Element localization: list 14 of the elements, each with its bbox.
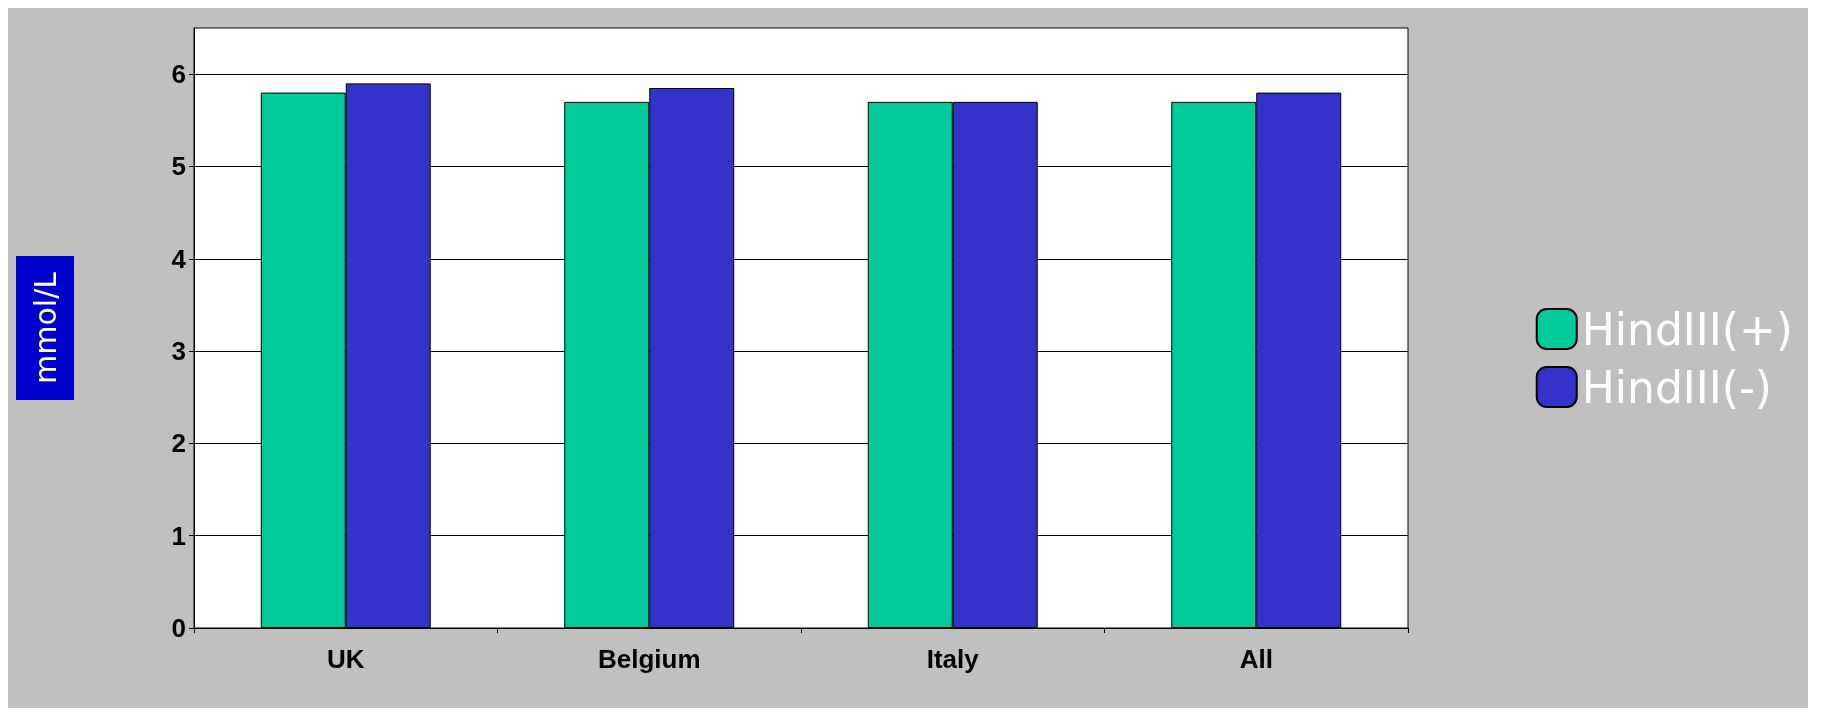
legend-label: HindIII(-): [1581, 361, 1773, 413]
y-axis-title: mmol/L: [27, 271, 63, 384]
y-tick-label: 4: [171, 243, 187, 274]
y-tick-label: 1: [171, 520, 186, 551]
legend-label: HindIII(+): [1581, 303, 1794, 355]
x-tick-label: Italy: [926, 644, 980, 674]
y-tick-label: 3: [171, 336, 186, 367]
x-tick-label: UK: [326, 644, 365, 674]
y-tick-label: 6: [171, 59, 186, 90]
x-tick-label: Belgium: [597, 644, 701, 674]
y-tick-label: 2: [171, 428, 186, 459]
y-tick-label: 0: [171, 613, 186, 643]
y-tick-label: 5: [171, 151, 186, 182]
x-tick-label: All: [1239, 644, 1273, 674]
